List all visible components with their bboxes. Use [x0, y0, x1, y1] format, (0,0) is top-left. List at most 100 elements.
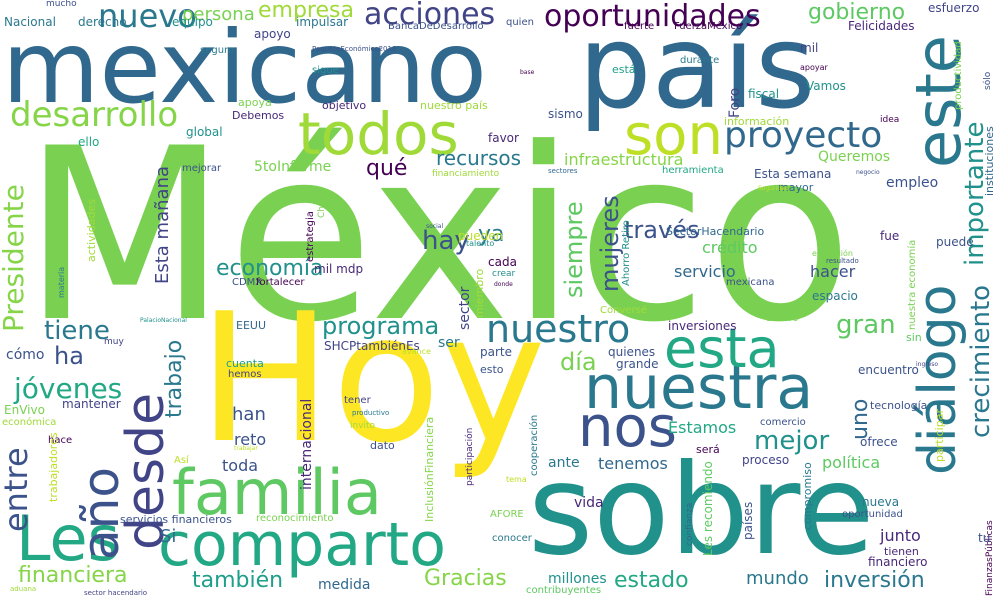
word: hemos: [228, 369, 262, 380]
word: trabajo: [162, 339, 187, 418]
word: negocio: [856, 169, 880, 176]
word: hace: [48, 435, 73, 446]
word: seguro: [200, 45, 235, 56]
word: aduana: [10, 585, 37, 593]
word: esto: [480, 363, 504, 376]
word: comercio: [760, 417, 806, 428]
word: Así: [174, 455, 189, 466]
word: cómo: [6, 347, 45, 363]
word: CDMX: [232, 277, 263, 288]
word: mexicano: [2, 9, 487, 126]
word: avance: [402, 347, 431, 356]
word: nuevo: [98, 0, 197, 35]
word: Ahorro Retiro: [621, 220, 632, 286]
word: puede: [936, 235, 974, 249]
word: Seguridad: [758, 185, 789, 192]
word: infraestructura: [564, 150, 684, 169]
word: tecnología: [870, 399, 928, 412]
word: base: [520, 69, 535, 76]
word: sismo: [548, 107, 583, 121]
word: trabajar: [234, 445, 258, 452]
word: ante: [548, 455, 580, 471]
word: Esta mañana: [152, 165, 173, 284]
word: tienen: [884, 545, 919, 558]
word: mil mdp: [314, 262, 364, 276]
word: nos: [578, 395, 677, 460]
word: grande: [616, 357, 659, 371]
word: mundo: [746, 568, 809, 589]
word: Chiapa: [317, 186, 327, 218]
word: través: [624, 216, 700, 244]
word: uno: [848, 398, 873, 440]
word: global: [186, 125, 223, 139]
word: servicio: [674, 262, 736, 281]
word: vida: [574, 495, 604, 511]
word: Nacional: [4, 15, 56, 29]
word: fortalecer: [256, 277, 305, 288]
word: Si: [160, 526, 177, 547]
word: tener: [344, 395, 371, 406]
word: nueva: [862, 495, 900, 509]
word: resultado: [826, 257, 859, 265]
word: BancaDeDesarrollo: [388, 21, 484, 32]
word: gran: [836, 310, 896, 340]
word: sector: [457, 286, 473, 330]
word: desarrollo: [10, 95, 179, 135]
word: Hoy: [198, 275, 547, 482]
word: dato: [370, 439, 395, 452]
word: instituciones: [983, 126, 996, 196]
word: cada: [488, 255, 517, 269]
word: miembro: [473, 268, 486, 318]
word: Esta semana: [754, 167, 832, 181]
word: también: [192, 568, 284, 593]
word: impulsar: [296, 15, 349, 29]
word: apoyar: [800, 63, 828, 72]
word: son: [624, 103, 723, 168]
word: jóvenes: [14, 372, 123, 405]
word: cooperación: [529, 414, 540, 476]
word: proceso: [742, 453, 790, 467]
word: sigue: [312, 65, 339, 76]
word: año: [72, 467, 130, 560]
word: Presidente: [0, 184, 30, 332]
word: Debemos: [232, 109, 285, 122]
word: tu: [978, 531, 991, 545]
word: ser: [438, 335, 460, 351]
word: financiero: [868, 555, 928, 569]
word: mujeres: [596, 195, 624, 292]
word: ello: [78, 135, 100, 149]
word: país: [578, 0, 816, 135]
word: actividades: [85, 199, 98, 262]
word: invito: [350, 421, 376, 431]
word: EEUU: [236, 319, 267, 332]
word: sector hacendario: [84, 589, 148, 597]
word: nuestro país: [420, 99, 488, 112]
word: quien: [506, 17, 534, 28]
word: mexicana: [726, 277, 775, 288]
word: toda: [222, 456, 259, 475]
word: sin: [906, 331, 922, 344]
word: ingreso: [916, 361, 939, 368]
word: fue: [880, 229, 900, 243]
word: ha: [54, 342, 84, 370]
word: derecho: [78, 15, 127, 29]
word: esfuerzo: [928, 1, 980, 15]
word: oportunidad: [842, 509, 903, 520]
word: han: [232, 404, 266, 425]
word: hay: [422, 226, 470, 256]
word: SHCPtambiénEs: [324, 339, 420, 353]
word: acciones: [364, 0, 496, 32]
word: 5toInforme: [254, 159, 332, 175]
word: países: [741, 501, 755, 540]
word: gobierno: [808, 0, 906, 25]
word: tema: [506, 475, 527, 484]
word: hacer: [810, 262, 856, 281]
word: millones: [548, 571, 607, 587]
word: mejorar: [182, 163, 222, 174]
word: programa: [322, 312, 440, 340]
word: espacio: [812, 289, 858, 303]
word: durante: [680, 55, 720, 66]
word: fiscal: [748, 87, 780, 101]
word: fuerte: [624, 21, 655, 32]
word: parte: [480, 345, 512, 359]
